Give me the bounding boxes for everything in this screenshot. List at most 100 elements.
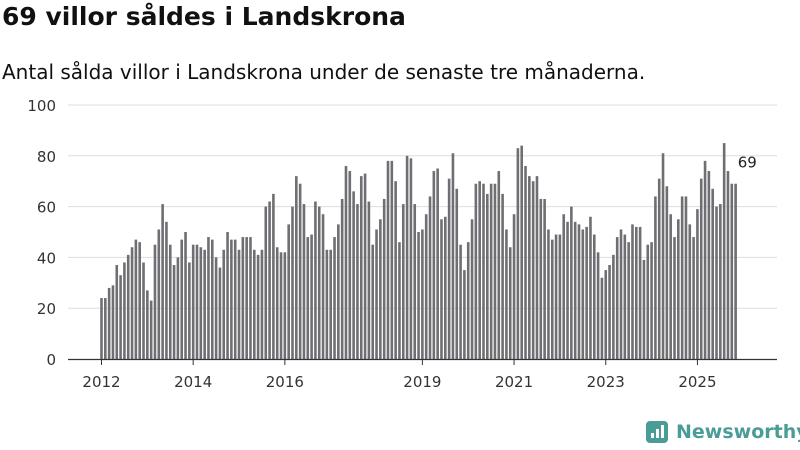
bar — [650, 242, 653, 359]
x-tick-label: 2016 — [266, 373, 304, 391]
bar — [344, 165, 348, 359]
bar — [321, 214, 325, 359]
bar — [444, 216, 447, 359]
bar — [707, 171, 711, 359]
bar — [722, 143, 726, 359]
x-tick-label: 2019 — [403, 373, 441, 391]
bar — [295, 176, 298, 359]
bar — [149, 300, 153, 359]
y-tick-label: 40 — [37, 249, 56, 267]
bar — [654, 196, 657, 359]
bar — [379, 219, 382, 359]
bar — [417, 232, 420, 359]
bar — [233, 239, 237, 359]
bar — [692, 237, 695, 359]
bar — [665, 186, 669, 359]
bar — [615, 237, 619, 359]
bar — [188, 262, 191, 359]
bar — [436, 168, 439, 359]
y-tick-label: 20 — [37, 300, 56, 318]
bar — [302, 204, 306, 359]
x-tick-label: 2012 — [82, 373, 120, 391]
bar — [459, 244, 462, 359]
bar — [272, 193, 275, 359]
bar — [165, 221, 168, 359]
bar — [558, 234, 562, 359]
bar — [184, 232, 187, 359]
bar — [375, 229, 378, 359]
bar — [260, 249, 264, 359]
chart-title: 69 villor såldes i Landskrona — [2, 2, 406, 31]
bar — [138, 242, 141, 359]
bar — [207, 237, 210, 359]
bar — [646, 244, 650, 359]
brand-name: Newsworthy — [676, 421, 800, 443]
bar — [180, 239, 184, 359]
bar — [711, 188, 714, 359]
y-tick-label: 60 — [37, 199, 56, 217]
bar — [486, 193, 489, 359]
bar — [703, 160, 707, 359]
bar — [134, 239, 138, 359]
chart-subtitle: Antal sålda villor i Landskrona under de… — [2, 60, 646, 84]
bar — [275, 247, 279, 359]
bar — [524, 165, 527, 359]
bar — [424, 214, 428, 359]
newsworthy-brand: Newsworthy — [646, 421, 800, 443]
bar — [478, 181, 481, 359]
bar — [451, 153, 455, 359]
bar — [306, 237, 310, 359]
bar — [638, 226, 642, 359]
bar — [214, 257, 218, 359]
bar — [333, 237, 336, 359]
bar — [390, 160, 394, 359]
y-tick-label: 80 — [37, 148, 56, 166]
x-tick-label: 2023 — [587, 373, 625, 391]
x-tick-label: 2025 — [678, 373, 716, 391]
bar — [268, 201, 271, 359]
bar — [699, 178, 703, 359]
bar — [661, 153, 665, 359]
bar — [535, 176, 539, 359]
bar — [432, 171, 436, 359]
bar — [142, 262, 145, 359]
bar — [218, 267, 222, 359]
bar — [726, 171, 730, 359]
bar — [107, 287, 111, 359]
bar — [310, 234, 313, 359]
bar — [508, 247, 512, 359]
bar — [237, 249, 241, 359]
bar — [577, 224, 581, 359]
bar — [547, 229, 550, 359]
bar — [493, 183, 497, 359]
y-tick-label: 0 — [46, 351, 56, 369]
bar — [340, 198, 344, 359]
bar — [497, 171, 501, 359]
bar — [249, 237, 252, 359]
axes — [68, 358, 777, 365]
bar — [642, 259, 646, 359]
bar — [421, 229, 424, 359]
bar — [337, 224, 340, 359]
bar — [512, 214, 516, 359]
bar — [111, 285, 115, 359]
bar — [386, 160, 390, 359]
bar — [168, 244, 172, 359]
bar — [245, 237, 248, 359]
bar — [283, 252, 287, 359]
bar — [398, 242, 401, 359]
bar — [440, 219, 443, 359]
bar — [161, 204, 164, 359]
bar — [604, 270, 608, 359]
bar — [146, 290, 149, 359]
bar — [172, 265, 176, 359]
bar — [176, 257, 180, 359]
bar — [562, 214, 566, 359]
bar — [352, 191, 355, 359]
bar — [298, 183, 302, 359]
bar — [279, 252, 283, 359]
bar — [516, 148, 520, 359]
bar — [317, 206, 321, 359]
y-tick-label: 100 — [27, 97, 56, 115]
bar — [100, 298, 103, 359]
